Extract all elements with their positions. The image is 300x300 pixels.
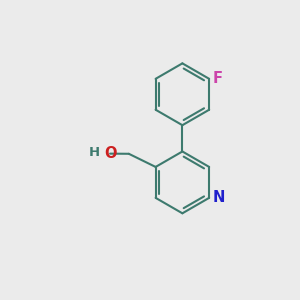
Text: N: N [213, 190, 225, 205]
Text: H: H [88, 146, 100, 159]
Text: F: F [213, 71, 223, 86]
Text: O: O [104, 146, 116, 161]
